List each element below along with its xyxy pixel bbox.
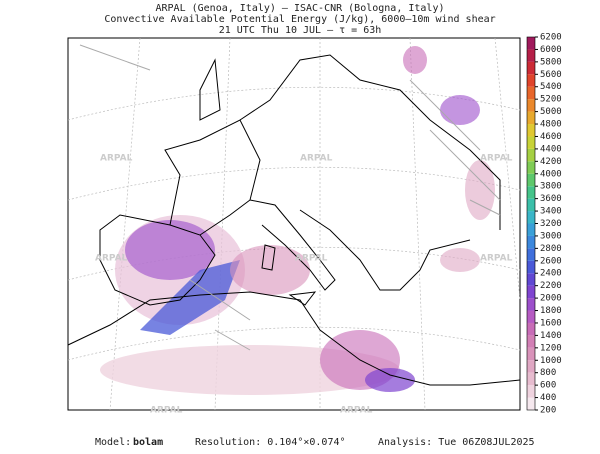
watermark: ARPAL (300, 154, 333, 164)
colorbar-segment (527, 273, 535, 286)
colorbar-segment (527, 235, 535, 249)
footer-resolution: Resolution: 0.104°×0.074° (195, 437, 346, 448)
colorbar-segment (527, 310, 535, 323)
colorbar-label: 1600 (540, 318, 562, 328)
colorbar-label: 800 (540, 368, 556, 378)
colorbar-label: 6200 (540, 33, 562, 43)
colorbar-segment (527, 136, 535, 149)
colorbar-label: 4400 (540, 144, 562, 154)
title-line: ARPAL (Genoa, Italy) – ISAC-CNR (Bologna… (156, 3, 445, 14)
watermark: ARPAL (480, 254, 513, 264)
colorbar-segment (527, 347, 535, 361)
colorbar-segment (527, 322, 535, 336)
footer-model: bolam (133, 437, 163, 448)
colorbar-segment (527, 260, 535, 274)
colorbar-segment (527, 223, 535, 236)
colorbar-label: 1200 (540, 343, 562, 353)
colorbar-segment (527, 285, 535, 299)
colorbar-label: 4200 (540, 157, 562, 167)
colorbar-segment (527, 124, 535, 137)
colorbar-label: 2800 (540, 244, 562, 254)
footer-analysis: Analysis: Tue 06Z08JUL2025 (378, 437, 535, 448)
colorbar-label: 1800 (540, 306, 562, 316)
colorbar-segment (527, 372, 535, 386)
footer-label: Model: (95, 437, 131, 448)
colorbar-label: 1400 (540, 331, 562, 341)
colorbar-segment (527, 61, 535, 75)
colorbar-label: 2600 (540, 256, 562, 266)
colorbar-label: 2000 (540, 294, 562, 304)
colorbar-label: 4000 (540, 169, 562, 179)
title-line: 21 UTC Thu 10 JUL – τ = 63h (219, 25, 382, 36)
colorbar-segment (527, 86, 535, 100)
colorbar-segment (527, 385, 535, 398)
colorbar-label: 5200 (540, 95, 562, 105)
watermark: ARPAL (480, 154, 513, 164)
colorbar-label: 200 (540, 406, 556, 416)
colorbar-segment (527, 148, 535, 162)
colorbar-segment (527, 49, 535, 62)
colorbar-segment (527, 111, 535, 125)
colorbar-segment (527, 74, 535, 87)
colorbar-segment (527, 397, 535, 410)
colorbar-label: 5000 (540, 107, 562, 117)
colorbar-label: 5800 (540, 57, 562, 67)
colorbar-label: 3000 (540, 231, 562, 241)
colorbar-segment (527, 161, 535, 174)
colorbar-segment (527, 186, 535, 199)
colorbar-segment (527, 298, 535, 311)
colorbar-label: 5400 (540, 82, 562, 92)
colorbar-label: 3800 (540, 182, 562, 192)
colorbar-label: 5600 (540, 70, 562, 80)
colorbar-label: 6000 (540, 45, 562, 55)
colorbar-segment (527, 37, 535, 50)
watermark: ARPAL (95, 254, 128, 264)
map: ARPAL ARPAL ARPAL ARPAL ARPAL ARPAL ARPA… (67, 37, 521, 416)
watermark: ARPAL (100, 154, 133, 164)
colorbar-segment (527, 198, 535, 212)
colorbar-label: 3600 (540, 194, 562, 204)
colorbar-label: 2200 (540, 281, 562, 291)
colorbar-label: 3200 (540, 219, 562, 229)
watermark: ARPAL (340, 406, 373, 416)
colorbar-label: 2400 (540, 269, 562, 279)
colorbar-segment (527, 99, 535, 112)
colorbar-label: 4800 (540, 120, 562, 130)
watermark: ARPAL (150, 406, 183, 416)
colorbar-segment (527, 173, 535, 187)
colorbar-label: 3400 (540, 207, 562, 217)
colorbar-segment (527, 335, 535, 348)
colorbar-segment (527, 211, 535, 224)
colorbar-label: 400 (540, 393, 556, 403)
colorbar-segment (527, 248, 535, 261)
colorbar: 200 400 600 800 1000 1200 1400 1600 1800 2000 2200… (526, 33, 562, 416)
coastlines (67, 54, 521, 386)
colorbar-label: 600 (540, 381, 556, 391)
watermark: ARPAL (295, 254, 328, 264)
title-line: Convective Available Potential Energy (J… (104, 14, 495, 25)
colorbar-label: 4600 (540, 132, 562, 142)
colorbar-label: 1000 (540, 356, 562, 366)
wind-barbs (79, 44, 501, 351)
colorbar-segment (527, 360, 535, 373)
